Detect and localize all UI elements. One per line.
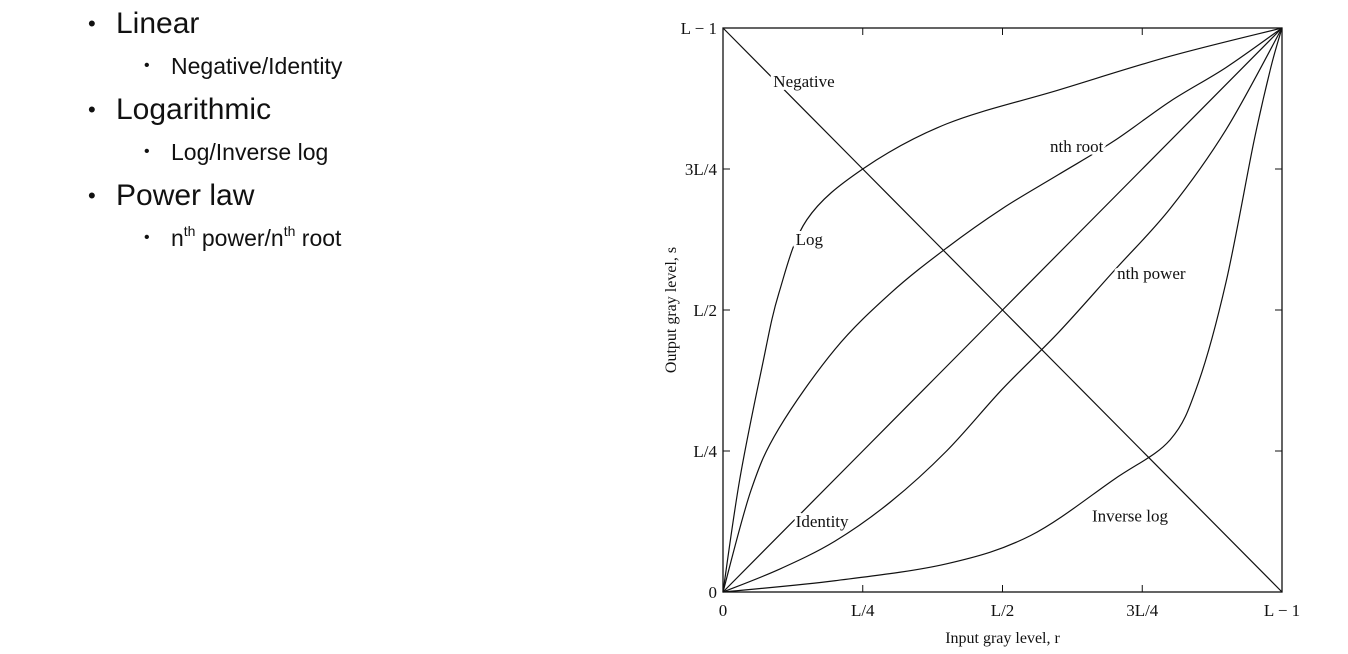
curve-label-inverse-log: Inverse log [1092, 507, 1169, 526]
bullet-dot: • [144, 57, 150, 74]
sub-bullet-label: Log/Inverse log [171, 138, 329, 165]
bullet-label: Power law [116, 179, 255, 212]
x-tick-label: L/2 [991, 601, 1015, 620]
bullet-list: • Linear • Negative/Identity • Logarithm… [88, 2, 608, 260]
y-tick-label: L/4 [693, 442, 717, 461]
curve-log [722, 27, 1283, 593]
sub-bullet-label: Negative/Identity [171, 52, 343, 79]
tick-labels-group: 00 L/4 L/4 L/2 L/2 3L/4 3L/4 L − 1 L − 1 [681, 19, 1301, 620]
x-tick-label: L − 1 [1264, 601, 1300, 620]
curve-label-nth-root: nth root [1050, 137, 1104, 156]
bullet-dot: • [88, 183, 96, 208]
bullet-label: Logarithmic [116, 93, 272, 126]
text-part: power/n [195, 224, 284, 251]
x-axis-label: Input gray level, r [945, 630, 1060, 647]
bullet-label: Linear [116, 7, 200, 40]
y-tick-label: 3L/4 [685, 160, 718, 179]
bullet-dot: • [144, 229, 150, 246]
curve-nth-power [722, 27, 1283, 593]
curve-label-log: Log [796, 230, 824, 249]
bullet-dot: • [88, 11, 96, 36]
text-part: n [171, 224, 184, 251]
curve-inverse-log [722, 27, 1283, 593]
curve-identity [722, 27, 1283, 593]
curve-label-negative: Negative [773, 72, 834, 91]
sub-bullet-negative-identity: • Negative/Identity [88, 44, 608, 88]
bullet-linear: • Linear [88, 4, 608, 44]
superscript: th [183, 222, 196, 239]
superscript: th [283, 222, 296, 239]
ticks-group [722, 27, 1283, 593]
sub-bullet-log-inverse-log: • Log/Inverse log [88, 130, 608, 174]
sub-bullet-label: nth power/nth root [171, 222, 342, 252]
curves-group [722, 27, 1283, 593]
x-tick-label: 3L/4 [1126, 601, 1159, 620]
y-tick-label: L/2 [693, 301, 717, 320]
x-tick-label: L/4 [851, 601, 875, 620]
bullet-power-law: • Power law [88, 176, 608, 216]
transformation-chart: 00 L/4 L/4 L/2 L/2 3L/4 3L/4 L − 1 L − 1 Negativ… [663, 19, 1301, 647]
sub-bullet-nth-power-root: • nth power/nth root [88, 216, 608, 260]
y-tick-label: 0 [709, 583, 718, 602]
y-axis-label: Output gray level, s [663, 247, 680, 373]
bullet-dot: • [88, 97, 96, 122]
y-tick-label: L − 1 [681, 19, 717, 38]
bullet-logarithmic: • Logarithmic [88, 90, 608, 130]
curve-label-identity: Identity [796, 512, 849, 531]
curve-nth-root [722, 27, 1283, 593]
text-part: root [295, 224, 342, 251]
curve-labels-group: Negative Log Identity Inverse log nth root nt… [770, 69, 1189, 534]
bullet-dot: • [144, 143, 150, 160]
x-tick-label: 0 [719, 601, 728, 620]
curve-label-nth-power: nth power [1117, 264, 1186, 283]
